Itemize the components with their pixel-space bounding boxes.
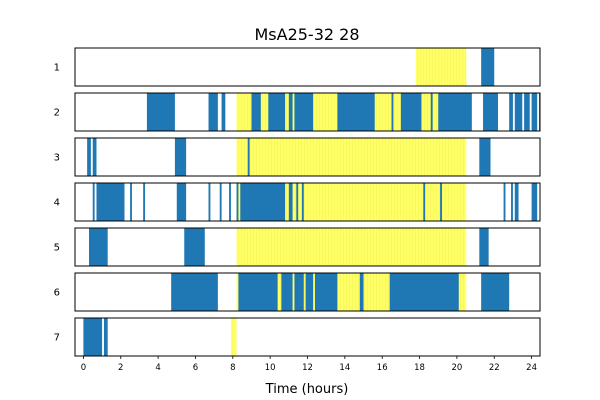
activity-bar [92,138,97,176]
activity-bar [511,183,513,221]
row-2: 2 [54,92,541,132]
activity-bar [294,93,314,131]
x-tick-label: 8 [230,363,235,373]
activity-bar [483,93,498,131]
chart-title: MsA25-32 28 [254,25,359,44]
activity-bar [391,93,394,131]
activity-bar [531,183,538,221]
activity-bar [268,93,286,131]
activity-bar [236,183,239,221]
row-4: 4 [54,182,541,222]
highlight-band [230,318,237,356]
activity-bar [509,93,513,131]
activity-bar [208,93,218,131]
activity-bar [96,183,125,221]
highlight-band [236,138,467,176]
activity-bar [314,273,338,311]
activity-bar [238,273,278,311]
x-tick-label: 14 [339,363,350,373]
highlight-band [415,48,467,86]
activity-bar [247,138,250,176]
row-label: 3 [54,153,60,164]
activity-bar [481,48,495,86]
activity-bar [146,93,175,131]
activity-bar [430,93,433,131]
x-tick-label: 18 [414,363,425,373]
activity-bar [400,93,422,131]
activity-bar [221,93,226,131]
x-tick-label: 4 [155,363,160,373]
x-tick-label: 10 [265,363,276,373]
row-frame [74,182,541,222]
row-1: 1 [54,47,541,87]
activity-bar [143,183,146,221]
activity-bar [296,183,299,221]
row-label: 1 [54,63,60,74]
activity-bar [92,183,95,221]
x-axis: 0 2 4 6 8 10 12 14 16 18 20 22 24 [81,356,537,373]
row-frame [74,272,541,312]
row-6: 6 [54,272,541,312]
activity-bar [130,183,132,221]
activity-bar [389,273,459,311]
activity-bar [240,183,286,221]
x-axis-label: Time (hours) [265,382,349,397]
activity-bar [479,228,489,266]
x-tick-label: 2 [118,363,123,373]
activity-bar [219,183,222,221]
activity-bar [514,183,519,221]
row-label: 4 [54,198,60,209]
activity-bar [89,228,108,266]
x-tick-label: 0 [81,363,86,373]
activity-bar [184,228,205,266]
x-tick-label: 22 [489,363,500,373]
activity-bar [251,93,261,131]
activity-bar [423,183,426,221]
activity-bar [359,273,364,311]
activity-bar [531,93,538,131]
activity-bar [83,318,103,356]
activity-bar [438,93,472,131]
row-frame [74,92,541,132]
row-5: 5 [54,227,541,267]
row-label: 2 [54,108,60,119]
activity-bar [208,183,211,221]
row-frame [74,47,541,87]
row-label: 7 [54,333,60,344]
activity-bar [479,138,491,176]
activity-bar [440,183,442,221]
row-label: 5 [54,243,60,254]
activity-bar [171,273,218,311]
activity-bar [281,273,293,311]
activity-bar [288,93,293,131]
activity-bar [176,183,187,221]
activity-bar [524,93,530,131]
activity-bar [337,93,375,131]
row-frame [74,137,541,177]
x-tick-label: 16 [377,363,388,373]
activity-bar [288,183,293,221]
activity-bar [305,273,314,311]
activity-bar [294,273,304,311]
activity-bar [103,318,108,356]
x-tick-label: 12 [302,363,313,373]
activity-bar [229,183,231,221]
row-frame [74,227,541,267]
rows-layer: 1 2 3 4 5 6 7 [54,47,541,357]
row-7: 7 [54,317,541,357]
x-tick-label: 20 [451,363,462,373]
row-label: 6 [54,288,60,299]
highlight-band [236,228,467,266]
x-tick-label: 6 [193,363,198,373]
activity-bar [481,273,510,311]
activity-bar [301,183,304,221]
row-frame [74,317,541,357]
activity-bar [87,138,91,176]
activity-bar [503,183,506,221]
activity-bar [514,93,523,131]
activity-bar [174,138,187,176]
x-tick-label: 24 [526,363,537,373]
row-3: 3 [54,137,541,177]
